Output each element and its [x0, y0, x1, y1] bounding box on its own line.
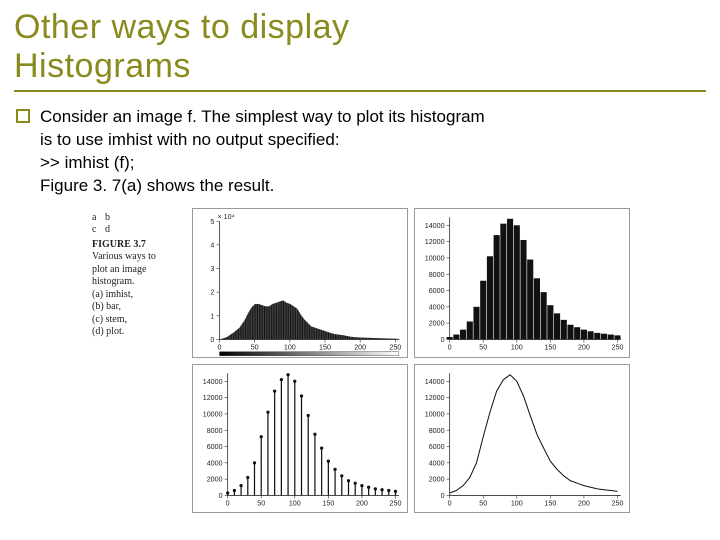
- svg-text:8000: 8000: [429, 271, 445, 279]
- svg-text:6000: 6000: [429, 287, 445, 295]
- svg-text:10000: 10000: [425, 254, 445, 262]
- svg-text:10000: 10000: [425, 410, 445, 418]
- svg-text:200: 200: [578, 499, 590, 507]
- svg-text:100: 100: [284, 344, 296, 352]
- svg-text:1: 1: [210, 312, 214, 320]
- svg-text:150: 150: [544, 499, 556, 507]
- svg-text:250: 250: [389, 344, 401, 352]
- svg-text:100: 100: [511, 344, 523, 352]
- svg-text:150: 150: [322, 499, 334, 507]
- figure-caption-block: a b c d FIGURE 3.7 Various ways to plot …: [90, 208, 188, 508]
- svg-text:0: 0: [448, 499, 452, 507]
- svg-text:100: 100: [289, 499, 301, 507]
- figure-caption-1: Various ways to: [92, 251, 186, 264]
- bullet-icon: [16, 109, 30, 123]
- svg-text:50: 50: [257, 499, 265, 507]
- figure-panels: 0 50 100 150 200 250 0 1 2 3 4 5× 10⁴ 0 50 100 150 200 2…: [192, 208, 630, 508]
- svg-text:0: 0: [441, 336, 445, 344]
- figure-container: a b c d FIGURE 3.7 Various ways to plot …: [14, 208, 706, 508]
- figure-grid-labels: a b c d: [92, 212, 186, 237]
- panel-a-imhist: 0 50 100 150 200 250 0 1 2 3 4 5× 10⁴: [192, 208, 408, 358]
- svg-text:50: 50: [251, 344, 259, 352]
- figure-caption-5: (b) bar,: [92, 301, 186, 314]
- svg-text:200: 200: [356, 499, 368, 507]
- figure-caption-4: (a) imhist,: [92, 289, 186, 302]
- figure-3-7: a b c d FIGURE 3.7 Various ways to plot …: [90, 208, 630, 508]
- panel-c-stem: 0 50 100 150 200 250 0 2000 4000 6000 8000 10000 120…: [192, 364, 408, 514]
- svg-text:× 10⁴: × 10⁴: [217, 213, 234, 221]
- svg-text:50: 50: [479, 344, 487, 352]
- title-line-1: Other ways to display: [14, 8, 350, 46]
- svg-text:250: 250: [390, 499, 402, 507]
- body-line-3: >> imhist (f);: [40, 152, 485, 175]
- title-line-2: Histograms: [14, 47, 191, 85]
- figure-caption-title: FIGURE 3.7: [92, 239, 186, 252]
- svg-text:14000: 14000: [203, 378, 223, 386]
- svg-text:50: 50: [479, 499, 487, 507]
- panel-d-plot: 0 50 100 150 200 250 0 2000 4000 6000 8000 10000 120…: [414, 364, 630, 514]
- svg-text:250: 250: [612, 344, 624, 352]
- svg-text:0: 0: [219, 492, 223, 500]
- svg-text:12000: 12000: [425, 394, 445, 402]
- svg-text:12000: 12000: [425, 238, 445, 246]
- svg-text:2: 2: [210, 289, 214, 297]
- svg-text:0: 0: [218, 344, 222, 352]
- figure-caption-2: plot an image: [92, 264, 186, 277]
- body-text: Consider an image f. The simplest way to…: [40, 106, 485, 198]
- svg-text:5: 5: [210, 218, 214, 226]
- svg-text:6000: 6000: [429, 443, 445, 451]
- svg-text:12000: 12000: [203, 394, 223, 402]
- svg-text:3: 3: [210, 265, 214, 273]
- svg-text:8000: 8000: [429, 426, 445, 434]
- body-line-4: Figure 3. 7(a) shows the result.: [40, 175, 485, 198]
- figure-caption-6: (c) stem,: [92, 314, 186, 327]
- svg-text:4: 4: [210, 241, 214, 249]
- svg-text:150: 150: [319, 344, 331, 352]
- svg-text:4000: 4000: [429, 459, 445, 467]
- slide: Other ways to display Histograms Conside…: [0, 0, 720, 540]
- svg-text:2000: 2000: [429, 475, 445, 483]
- body-line-2: is to use imhist with no output specifie…: [40, 129, 485, 152]
- body-line-1: Consider an image f. The simplest way to…: [40, 106, 485, 129]
- svg-text:10000: 10000: [203, 410, 223, 418]
- svg-text:0: 0: [441, 492, 445, 500]
- svg-text:250: 250: [612, 499, 624, 507]
- svg-text:4000: 4000: [429, 303, 445, 311]
- panel-b-bar: 0 50 100 150 200 250 0 2000 4000 6000 8000 10000 120…: [414, 208, 630, 358]
- figure-caption-3: histogram.: [92, 276, 186, 289]
- title-underline: [14, 90, 706, 92]
- bullet-row: Consider an image f. The simplest way to…: [14, 106, 706, 198]
- svg-text:150: 150: [544, 344, 556, 352]
- svg-text:0: 0: [226, 499, 230, 507]
- slide-title: Other ways to display Histograms: [14, 8, 706, 86]
- svg-text:2000: 2000: [207, 475, 223, 483]
- svg-text:200: 200: [578, 344, 590, 352]
- svg-text:0: 0: [448, 344, 452, 352]
- svg-text:100: 100: [511, 499, 523, 507]
- svg-text:14000: 14000: [425, 378, 445, 386]
- svg-text:4000: 4000: [207, 459, 223, 467]
- svg-text:6000: 6000: [207, 443, 223, 451]
- svg-text:2000: 2000: [429, 320, 445, 328]
- svg-text:14000: 14000: [425, 222, 445, 230]
- svg-text:8000: 8000: [207, 426, 223, 434]
- figure-caption-7: (d) plot.: [92, 326, 186, 339]
- svg-text:200: 200: [354, 344, 366, 352]
- svg-text:0: 0: [210, 336, 214, 344]
